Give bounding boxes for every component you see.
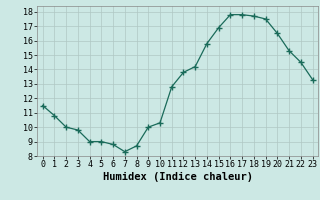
X-axis label: Humidex (Indice chaleur): Humidex (Indice chaleur) bbox=[103, 172, 252, 182]
